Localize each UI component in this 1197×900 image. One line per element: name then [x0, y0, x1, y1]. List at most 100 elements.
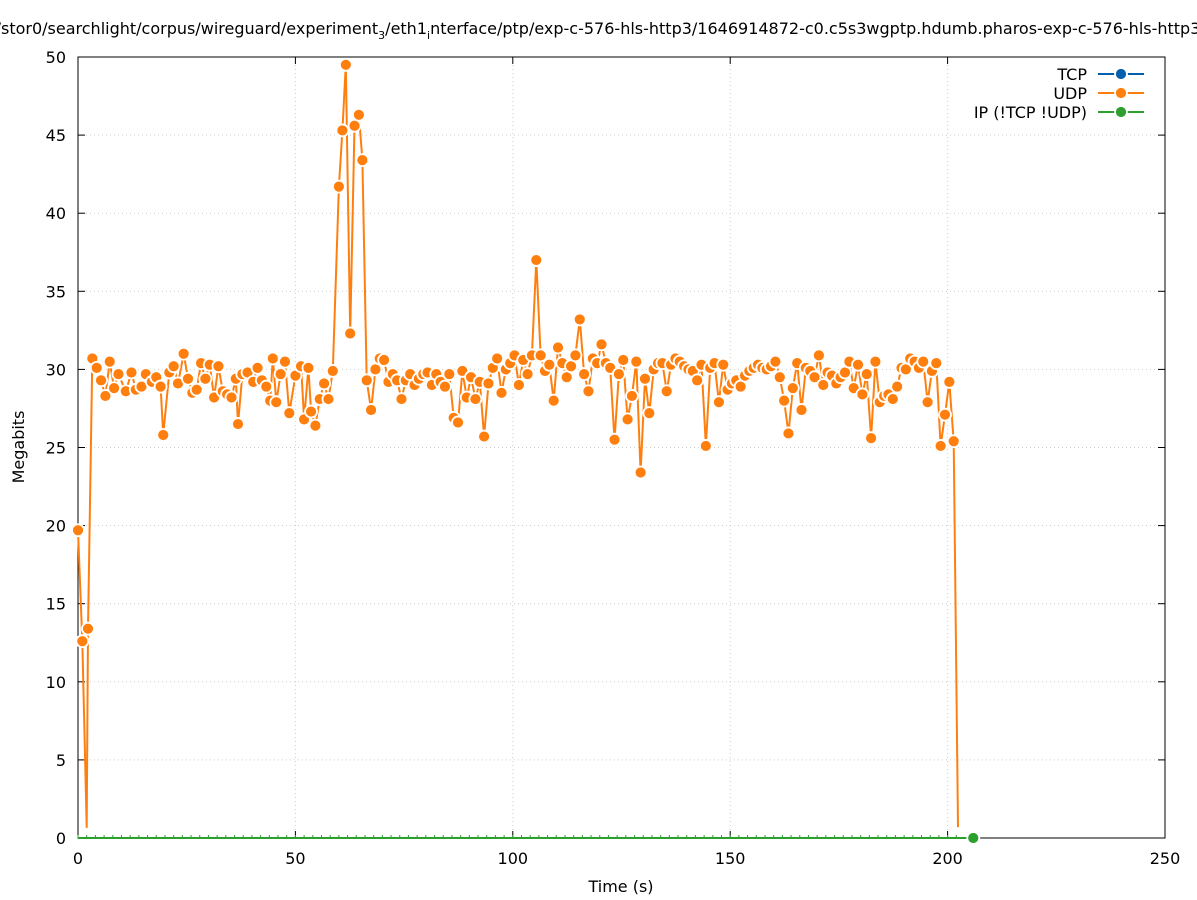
legend-label: IP (!TCP !UDP): [974, 103, 1087, 122]
data-point: [938, 407, 952, 422]
data-point: [542, 357, 557, 372]
data-point: [198, 371, 213, 386]
y-tick-label: 15: [46, 595, 66, 614]
data-point: [529, 253, 544, 267]
x-tick-label: 100: [498, 849, 529, 868]
data-point: [481, 376, 496, 391]
data-point: [351, 107, 366, 122]
data-point: [772, 370, 787, 385]
data-point: [468, 392, 483, 406]
y-axis-label: Megabits: [9, 411, 28, 484]
y-tick-label: 35: [46, 282, 66, 301]
axes: 0 5 10 15 20 25 30 35 40 45 50 0 50 100 150 200 250: [46, 48, 1181, 868]
data-point: [321, 392, 336, 406]
x-tick-label: 50: [285, 849, 305, 868]
data-point: [89, 360, 104, 375]
legend-label: UDP: [1053, 84, 1087, 103]
data-point: [181, 371, 195, 386]
data-point: [166, 359, 181, 374]
data-point: [107, 381, 121, 396]
data-point: [781, 426, 796, 441]
data-point: [607, 432, 622, 447]
grid-lines: [78, 57, 1165, 838]
data-point: [490, 351, 505, 366]
data-point: [304, 404, 318, 419]
data-point: [572, 312, 587, 327]
data-point: [343, 326, 358, 341]
data-point: [81, 621, 95, 636]
data-point: [224, 390, 239, 405]
data-point: [533, 348, 548, 363]
y-tick-label: 40: [46, 204, 66, 223]
data-point: [807, 370, 822, 385]
data-point: [477, 429, 492, 444]
x-tick-label: 150: [715, 849, 746, 868]
data-point: [768, 354, 783, 369]
data-point: [568, 348, 583, 363]
data-point: [620, 412, 635, 427]
data-point: [153, 379, 168, 394]
data-point: [325, 364, 340, 378]
data-point: [551, 340, 565, 355]
data-point: [711, 395, 726, 410]
data-point: [638, 371, 652, 386]
data-point: [75, 634, 90, 649]
data-point: [933, 439, 948, 453]
data-point: [211, 359, 226, 374]
legend-label: TCP: [1056, 65, 1087, 84]
data-point: [331, 179, 346, 194]
y-tick-label: 5: [56, 751, 66, 770]
data-point: [359, 373, 374, 388]
y-tick-label: 50: [46, 48, 66, 67]
chart-title: /stor0/searchlight/corpus/wireguard/expe…: [0, 19, 1197, 42]
data-point: [511, 378, 526, 392]
data-point: [616, 353, 631, 367]
data-point: [269, 395, 284, 410]
data-point: [920, 395, 935, 410]
data-point: [231, 417, 245, 431]
series-udp: [71, 57, 961, 829]
data-point: [864, 431, 878, 446]
data-point: [851, 357, 865, 372]
data-point: [659, 384, 674, 399]
x-tick-label: 250: [1150, 849, 1181, 868]
data-point: [868, 354, 883, 369]
x-axis-label: Time (s): [587, 877, 653, 896]
data-point: [916, 354, 931, 369]
data-point: [364, 403, 378, 417]
data-point: [811, 348, 826, 363]
data-point: [577, 367, 592, 381]
data-point: [611, 367, 626, 381]
data-point: [282, 406, 297, 421]
data-point: [855, 387, 870, 402]
data-point: [929, 356, 944, 371]
data-point: [785, 381, 800, 396]
data-point: [816, 378, 831, 392]
data-point: [625, 389, 639, 403]
data-point: [642, 406, 657, 421]
data-point: [629, 354, 644, 369]
data-point: [716, 357, 731, 372]
y-tick-label: 25: [46, 439, 66, 458]
legend-marker: [1114, 67, 1128, 81]
data-point: [317, 376, 331, 391]
legend-marker: [1114, 105, 1128, 119]
data-point: [438, 379, 452, 394]
data-point: [111, 367, 126, 381]
data-point: [859, 367, 874, 381]
data-point: [442, 367, 457, 381]
series-line: [77, 63, 959, 829]
data-point: [278, 354, 292, 369]
data-point: [581, 384, 596, 399]
data-point: [259, 379, 274, 394]
data-point: [942, 374, 957, 389]
data-point: [885, 392, 900, 406]
data-point: [102, 354, 117, 369]
data-point: [338, 57, 353, 72]
data-point: [594, 337, 609, 352]
y-tick-label: 45: [46, 126, 66, 145]
series-ip-tcp-udp: [77, 831, 981, 845]
data-point: [794, 403, 809, 417]
